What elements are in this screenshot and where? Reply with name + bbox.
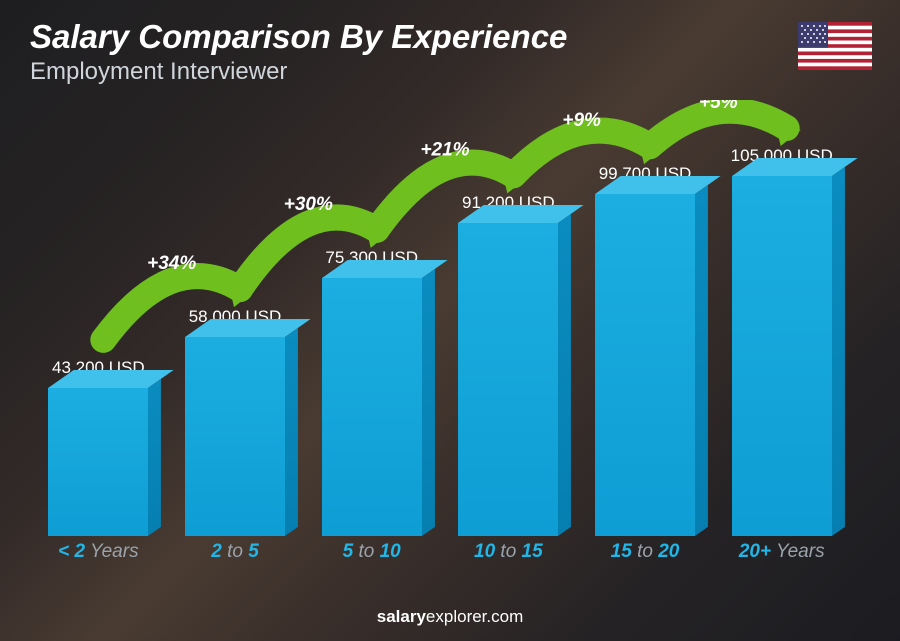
x-axis-label: 20+ Years xyxy=(713,541,850,576)
chart-area: 43,200 USD58,000 USD75,300 USD91,200 USD… xyxy=(30,100,850,576)
bar xyxy=(458,223,558,536)
bar-slot: 91,200 USD xyxy=(440,100,577,536)
bar-slot: 75,300 USD xyxy=(303,100,440,536)
footer-attribution: salaryexplorer.com xyxy=(0,607,900,627)
x-axis-label: < 2 Years xyxy=(30,541,167,576)
bar xyxy=(732,176,832,536)
bar xyxy=(322,278,422,536)
bar xyxy=(185,337,285,536)
bar-slot: 105,000 USD xyxy=(713,100,850,536)
bar xyxy=(48,388,148,536)
bar-slot: 43,200 USD xyxy=(30,100,167,536)
chart-title: Salary Comparison By Experience xyxy=(30,18,567,56)
x-axis-label: 15 to 20 xyxy=(577,541,714,576)
bar-slot: 58,000 USD xyxy=(167,100,304,536)
x-axis-label: 10 to 15 xyxy=(440,541,577,576)
usa-flag-icon xyxy=(798,22,872,70)
infographic-root: Salary Comparison By Experience Employme… xyxy=(0,0,900,641)
bar xyxy=(595,194,695,536)
x-axis-label: 2 to 5 xyxy=(167,541,304,576)
chart-subtitle: Employment Interviewer xyxy=(30,58,287,86)
bar-slot: 99,700 USD xyxy=(577,100,714,536)
x-axis-label: 5 to 10 xyxy=(303,541,440,576)
